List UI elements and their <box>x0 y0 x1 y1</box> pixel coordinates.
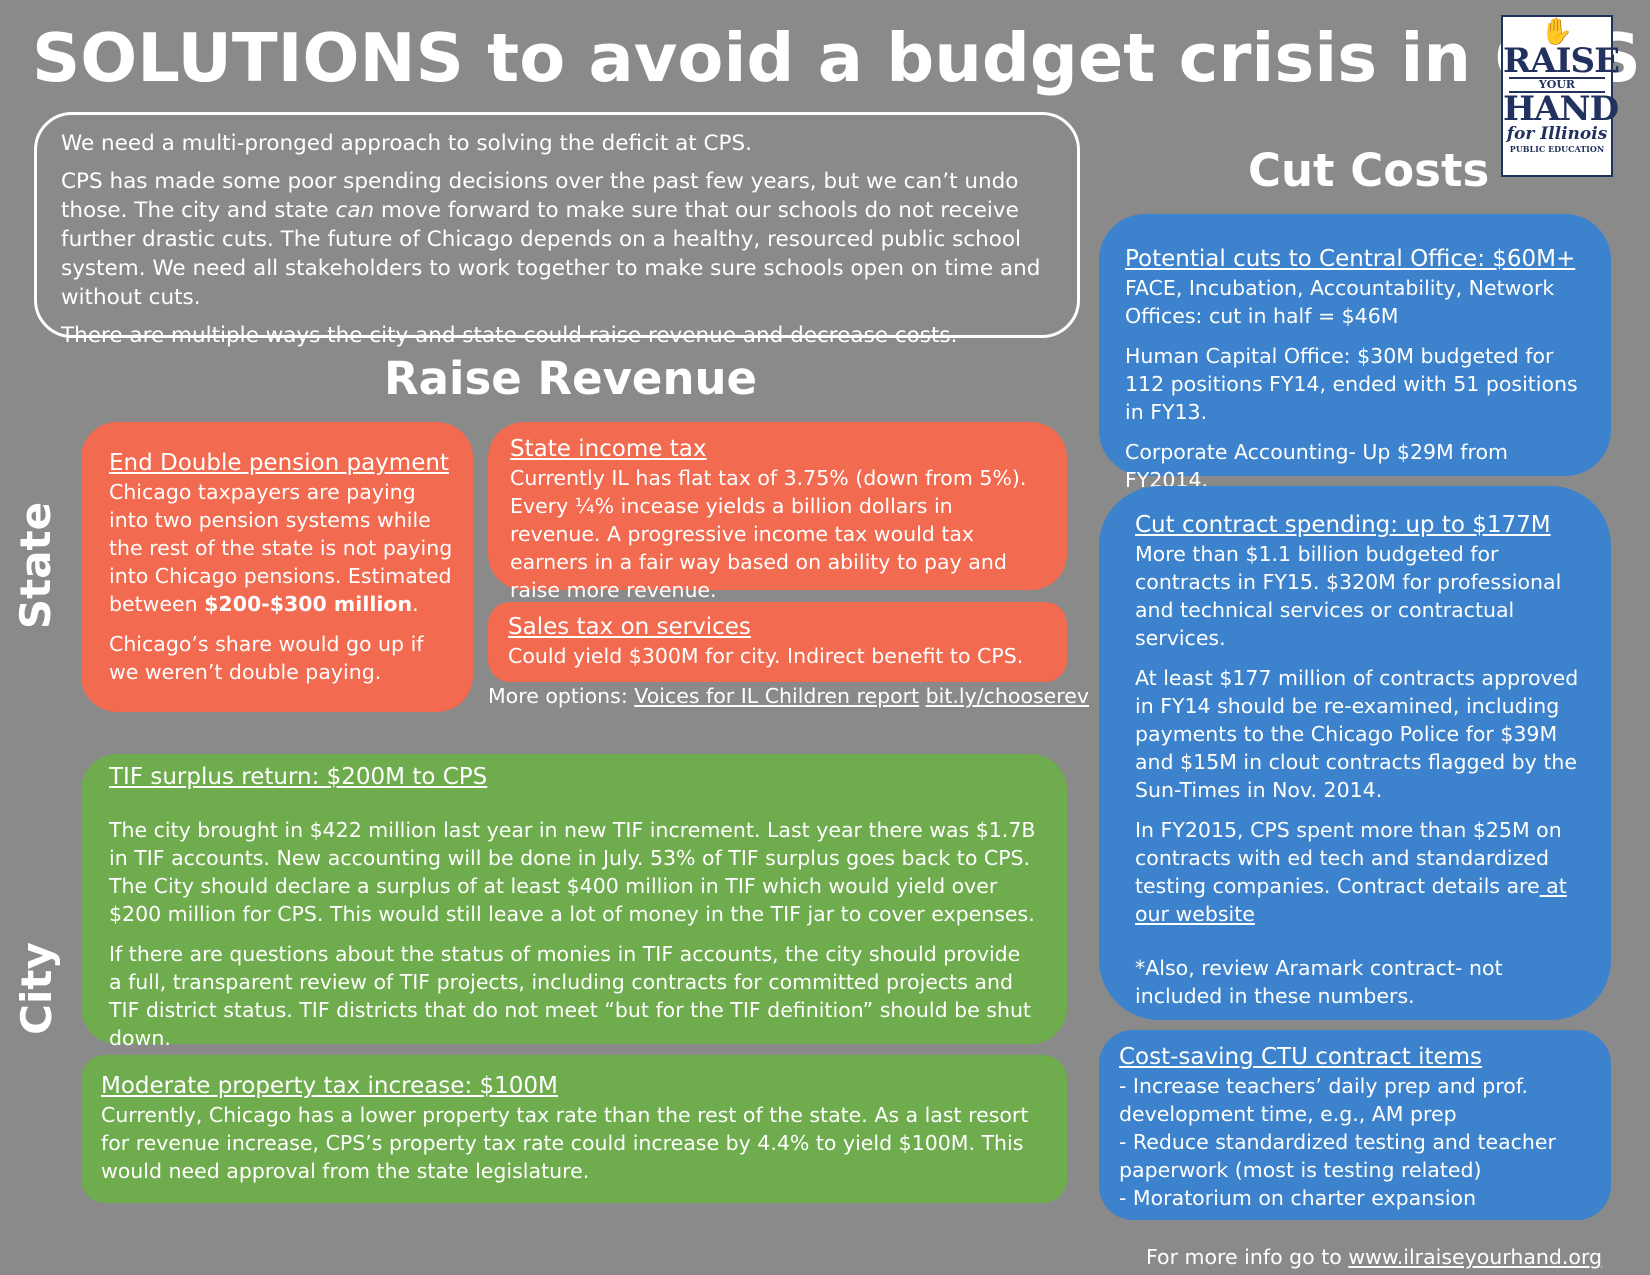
logo-line-your: YOUR <box>1509 77 1605 93</box>
pension-paragraph-2: Chicago’s share would go up if we weren’… <box>109 632 424 684</box>
ctu-box: Cost-saving CTU contract items - Increas… <box>1099 1030 1611 1220</box>
property-tax-body: Currently, Chicago has a lower property … <box>101 1103 1029 1183</box>
tif-box: TIF surplus return: $200M to CPS The cit… <box>81 754 1067 1050</box>
central-office-paragraph-2: Human Capital Office: $30M budgeted for … <box>1125 344 1578 424</box>
contracts-box: Cut contract spending: up to $177M More … <box>1099 486 1611 1020</box>
ctu-item-3: - Moratorium on charter expansion <box>1119 1186 1477 1210</box>
income-tax-heading: State income tax <box>510 436 707 462</box>
ctu-item-1: - Increase teachers’ daily prep and prof… <box>1119 1074 1529 1126</box>
intro-p2-emphasis: can <box>335 198 375 223</box>
raised-hand-icon: ✋ <box>1540 17 1574 47</box>
intro-p2-text-a: CPS has made some poor spending decision… <box>61 169 1019 223</box>
cut-costs-heading: Cut Costs <box>1248 144 1490 197</box>
page-title: SOLUTIONS to avoid a budget crisis in CP… <box>32 19 1641 97</box>
contracts-paragraph-4: *Also, review Aramark contract- not incl… <box>1135 956 1503 1008</box>
more-options: More options: Voices for IL Children rep… <box>488 682 1089 710</box>
footer: For more info go to www.ilraiseyourhand.… <box>1146 1243 1602 1271</box>
footer-label: For more info go to <box>1146 1245 1349 1269</box>
tif-heading: TIF surplus return: $200M to CPS <box>109 764 488 790</box>
pension-box: End Double pension payment Chicago taxpa… <box>81 422 473 712</box>
pension-paragraph-1: Chicago taxpayers are paying into two pe… <box>109 478 455 618</box>
property-tax-heading: Moderate property tax increase: $100M <box>101 1073 558 1099</box>
sales-tax-box: Sales tax on services Could yield $300M … <box>488 602 1067 682</box>
contracts-paragraph-3: In FY2015, CPS spent more than $25M on c… <box>1135 816 1589 928</box>
logo-line-hand: HAND <box>1503 89 1619 129</box>
logo-line-illinois: for Illinois <box>1506 124 1608 144</box>
intro-paragraph-2: CPS has made some poor spending decision… <box>61 167 1055 312</box>
income-tax-body: Currently IL has flat tax of 3.75% (down… <box>510 466 1027 602</box>
raise-revenue-heading: Raise Revenue <box>384 352 758 405</box>
contracts-heading: Cut contract spending: up to $177M <box>1135 512 1551 538</box>
intro-paragraph-1: We need a multi-pronged approach to solv… <box>61 131 752 156</box>
contracts-paragraph-1: More than $1.1 billion budgeted for cont… <box>1135 542 1562 650</box>
pension-heading: End Double pension payment <box>109 450 449 476</box>
chooserev-link[interactable]: bit.ly/chooserev <box>925 684 1090 708</box>
more-options-label: More options: <box>488 684 635 708</box>
ctu-item-2: - Reduce standardized testing and teache… <box>1119 1130 1556 1182</box>
sales-tax-body: Could yield $300M for city. Indirect ben… <box>508 644 1024 668</box>
logo-line-public-education: PUBLIC EDUCATION <box>1509 144 1605 154</box>
central-office-heading: Potential cuts to Central Office: $60M+ <box>1125 246 1576 272</box>
property-tax-box: Moderate property tax increase: $100M Cu… <box>81 1055 1067 1203</box>
website-link[interactable]: www.ilraiseyourhand.org <box>1348 1245 1603 1269</box>
intro-box: We need a multi-pronged approach to solv… <box>34 112 1080 348</box>
pension-amount: $200-$300 million <box>204 592 413 616</box>
our-website-link[interactable]: at our website <box>1135 874 1567 926</box>
state-label: State <box>11 501 61 629</box>
voices-report-link[interactable]: Voices for IL Children report <box>634 684 920 708</box>
central-office-paragraph-3: Corporate Accounting- Up $29M from FY201… <box>1125 440 1508 492</box>
pension-p1-end: . <box>412 592 419 616</box>
ctu-heading: Cost-saving CTU contract items <box>1119 1044 1483 1070</box>
city-label: City <box>11 941 61 1035</box>
sales-tax-heading: Sales tax on services <box>508 614 751 640</box>
income-tax-box: State income tax Currently IL has flat t… <box>488 422 1067 602</box>
tif-paragraph-2: If there are questions about the status … <box>109 942 1031 1050</box>
logo-line-raise: RAISE <box>1503 41 1620 81</box>
central-office-paragraph-1: FACE, Incubation, Accountability, Networ… <box>1125 276 1555 328</box>
contracts-paragraph-2: At least $177 million of contracts appro… <box>1135 666 1579 802</box>
pension-p1-text: Chicago taxpayers are paying into two pe… <box>109 480 453 616</box>
contracts-p3-text: In FY2015, CPS spent more than $25M on c… <box>1135 818 1562 898</box>
tif-paragraph-1: The city brought in $422 million last ye… <box>109 818 1036 926</box>
raise-your-hand-logo: ✋ RAISE YOUR HAND for Illinois PUBLIC ED… <box>1501 15 1620 177</box>
intro-p2-text-b: move forward to make sure that our schoo… <box>61 198 1041 310</box>
intro-paragraph-3: There are multiple ways the city and sta… <box>61 323 958 348</box>
central-office-box: Potential cuts to Central Office: $60M+ … <box>1099 214 1611 492</box>
